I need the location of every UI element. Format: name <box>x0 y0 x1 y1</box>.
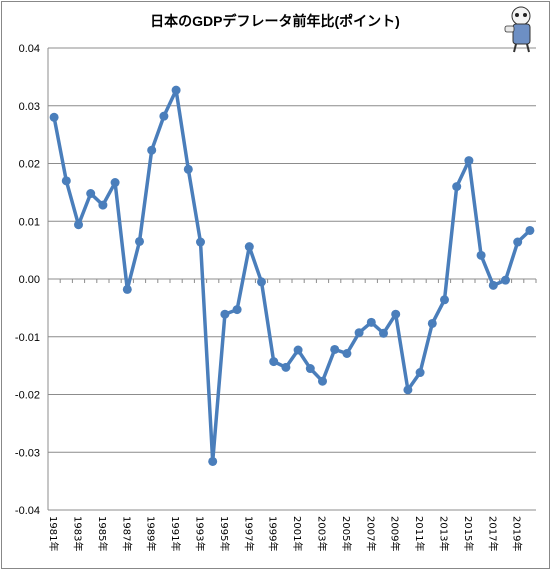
data-point <box>452 182 462 192</box>
x-tick-label: 1993年 <box>194 516 207 551</box>
data-point <box>196 237 205 247</box>
data-point <box>183 164 193 174</box>
x-tick-label: 2015年 <box>462 516 475 551</box>
data-point <box>86 189 96 199</box>
data-point <box>220 309 230 319</box>
y-tick-label: 0.02 <box>19 159 40 171</box>
data-point <box>391 309 401 319</box>
y-tick-label: -0.02 <box>15 390 40 402</box>
gridlines <box>48 47 536 511</box>
data-point <box>257 277 266 287</box>
data-point <box>244 242 254 252</box>
y-axis-tick-labels: 0.04 0.03 0.02 0.01 0.00 -0.01 -0.02 -0.03 -0.04 <box>15 43 40 517</box>
data-point <box>159 111 169 121</box>
x-tick-label: 1991年 <box>169 516 182 551</box>
x-tick-label: 2005年 <box>340 516 353 551</box>
data-point <box>342 348 352 358</box>
x-tick-label: 1981年 <box>47 516 60 551</box>
data-point <box>366 317 376 327</box>
x-tick-label: 1987年 <box>120 516 133 551</box>
data-point <box>318 376 327 386</box>
x-tick-label: 2007年 <box>364 516 377 551</box>
data-point <box>49 112 59 122</box>
series-line <box>52 88 532 464</box>
data-point <box>208 456 218 466</box>
y-tick-label: -0.01 <box>15 332 40 344</box>
x-tick-label: 1997年 <box>242 516 255 551</box>
data-point <box>171 85 181 95</box>
data-point <box>513 237 523 247</box>
data-point <box>293 345 303 355</box>
x-tick-label: 2013年 <box>438 516 451 551</box>
data-point <box>232 305 242 315</box>
data-point <box>440 295 449 305</box>
data-point <box>61 176 71 186</box>
data-point <box>476 250 486 260</box>
data-point <box>415 368 425 378</box>
data-point <box>403 385 413 395</box>
data-point <box>488 280 498 290</box>
series <box>49 85 535 466</box>
x-axis-tick-labels: 1981年 1983年 1985年 1987年 1989年 1991年 1993年 1995年… <box>47 516 524 551</box>
y-tick-label: 0.03 <box>19 101 40 113</box>
x-tick-label: 2011年 <box>413 516 426 551</box>
data-point <box>147 145 157 155</box>
x-tick-label: 1985年 <box>96 516 109 551</box>
y-tick-label: 0.01 <box>19 216 40 228</box>
data-point <box>98 200 108 210</box>
data-point <box>305 364 315 374</box>
x-tick-label: 2009年 <box>389 516 402 551</box>
data-point <box>427 318 437 328</box>
data-point <box>74 220 83 230</box>
data-point <box>269 357 279 367</box>
x-tick-label: 2001年 <box>291 516 304 551</box>
x-tick-label: 1999年 <box>267 516 280 551</box>
axes <box>47 48 537 510</box>
y-tick-label: 0.00 <box>19 274 40 286</box>
y-tick-label: -0.04 <box>15 505 40 517</box>
x-tick-label: 1989年 <box>145 516 158 551</box>
data-point <box>281 362 291 372</box>
chart-title: 日本のGDPデフレータ前年比(ポイント) <box>150 13 400 29</box>
x-tick-label: 2019年 <box>511 516 524 551</box>
x-tick-label: 2017年 <box>486 516 499 551</box>
x-tick-label: 1995年 <box>218 516 231 551</box>
y-tick-label: 0.04 <box>19 43 40 55</box>
y-tick-label: -0.03 <box>15 447 40 459</box>
data-point <box>501 275 510 285</box>
data-point <box>464 156 474 166</box>
x-tick-label: 2003年 <box>316 516 329 551</box>
data-point <box>135 236 144 246</box>
data-point <box>330 344 340 354</box>
data-point <box>354 328 364 338</box>
data-point <box>110 178 120 188</box>
x-tick-label: 1983年 <box>72 516 85 551</box>
mascot-icon <box>504 6 531 53</box>
data-point <box>525 225 535 235</box>
data-point <box>379 328 388 338</box>
data-point <box>122 284 132 294</box>
